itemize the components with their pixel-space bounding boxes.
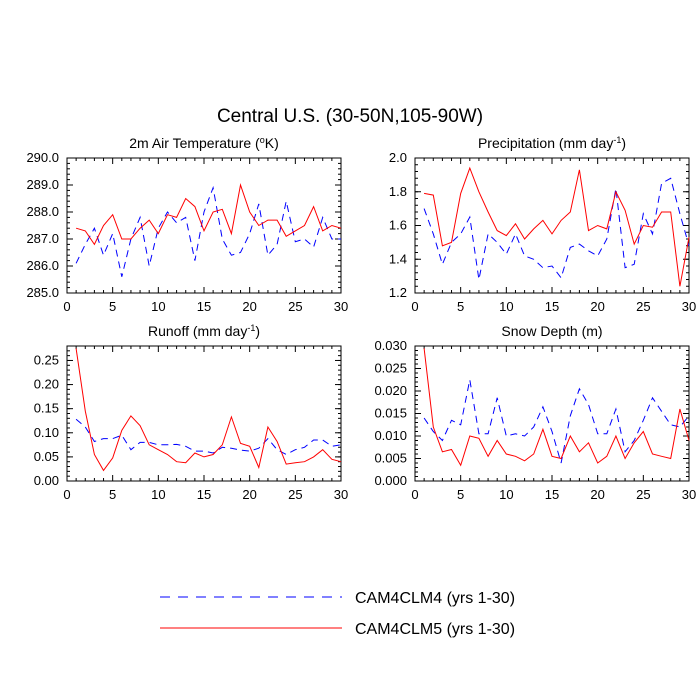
y-tick-label: 1.6 — [389, 218, 407, 233]
x-tick-label: 5 — [109, 299, 116, 314]
y-tick-label: 0.025 — [374, 361, 407, 376]
series-line-cam4clm4 — [75, 418, 342, 456]
y-tick-label: 0.020 — [374, 383, 407, 398]
x-tick-label: 10 — [499, 299, 513, 314]
legend-label-cam4clm4: CAM4CLM4 (yrs 1-30) — [355, 590, 515, 607]
y-tick-label: 1.8 — [389, 184, 407, 199]
y-tick-label: 1.4 — [389, 251, 407, 266]
x-tick-label: 25 — [288, 487, 302, 502]
y-tick-label: 0.10 — [34, 425, 59, 440]
x-tick-label: 30 — [334, 299, 348, 314]
y-tick-label: 0.05 — [34, 449, 59, 464]
y-tick-label: 0.00 — [34, 473, 59, 488]
x-tick-label: 15 — [545, 299, 559, 314]
x-tick-label: 30 — [334, 487, 348, 502]
x-tick-label: 25 — [636, 299, 650, 314]
chart-runoff: Runoff (mm day-1) 0 5 10 15 20 25 30 0.00 0.05 0.1… — [34, 323, 349, 502]
x-tick-label: 15 — [197, 299, 211, 314]
chart-title: Runoff (mm day-1) — [148, 323, 260, 339]
plot-frame — [414, 157, 690, 294]
series-line-cam4clm5 — [424, 166, 690, 287]
y-tick-label: 287.0 — [26, 231, 59, 246]
legend-label-cam4clm5: CAM4CLM5 (yrs 1-30) — [355, 621, 515, 638]
plot-frame — [66, 345, 342, 482]
chart-temperature: 2m Air Temperature (oK) 0 5 10 15 20 25 30 285.0… — [26, 135, 348, 314]
series-line-cam4clm5 — [75, 183, 342, 246]
x-tick-label: 25 — [288, 299, 302, 314]
y-tick-label: 0.25 — [34, 352, 59, 367]
x-tick-label: 20 — [590, 487, 604, 502]
y-tick-label: 285.0 — [26, 285, 59, 300]
y-tick-label: 288.0 — [26, 204, 59, 219]
chart-title: Snow Depth (m) — [501, 323, 602, 339]
y-tick-label: 1.2 — [389, 285, 407, 300]
x-tick-label: 25 — [636, 487, 650, 502]
series-line-cam4clm4 — [423, 379, 690, 464]
y-tick-label: 2.0 — [389, 150, 407, 165]
y-tick-label: 0.005 — [374, 451, 407, 466]
x-tick-label: 30 — [682, 487, 696, 502]
y-tick-label: 0.010 — [374, 428, 407, 443]
x-tick-label: 5 — [457, 487, 464, 502]
series-line-cam4clm4 — [423, 177, 690, 280]
x-tick-label: 15 — [197, 487, 211, 502]
chart-title: 2m Air Temperature (oK) — [129, 135, 278, 151]
legend: CAM4CLM4 (yrs 1-30) CAM4CLM5 (yrs 1-30) — [160, 590, 515, 638]
x-tick-label: 10 — [151, 487, 165, 502]
x-tick-label: 30 — [682, 299, 696, 314]
x-tick-label: 15 — [545, 487, 559, 502]
chart-panels: 2m Air Temperature (oK) 0 5 10 15 20 25 30 285.0… — [26, 135, 696, 502]
series-line-cam4clm4 — [75, 185, 341, 277]
series-line-cam4clm5 — [423, 348, 690, 467]
y-tick-label: 0.030 — [374, 338, 407, 353]
y-tick-label: 0.15 — [34, 401, 59, 416]
plot-frame — [414, 345, 690, 482]
figure-title: Central U.S. (30-50N,105-90W) — [217, 106, 483, 127]
chart-snow-depth: Snow Depth (m) 0 5 10 15 20 25 30 0.000 0.005 0.01… — [374, 323, 696, 502]
y-tick-label: 0.20 — [34, 377, 59, 392]
y-tick-label: 0.015 — [374, 406, 407, 421]
x-tick-label: 10 — [499, 487, 513, 502]
x-tick-label: 0 — [63, 487, 70, 502]
y-tick-label: 289.0 — [26, 177, 59, 192]
x-tick-label: 5 — [457, 299, 464, 314]
x-tick-label: 20 — [242, 299, 256, 314]
x-tick-label: 0 — [63, 299, 70, 314]
plot-frame — [66, 157, 342, 294]
x-tick-label: 20 — [590, 299, 604, 314]
y-tick-label: 0.000 — [374, 473, 407, 488]
y-tick-label: 290.0 — [26, 150, 59, 165]
series-line-cam4clm5 — [75, 348, 342, 472]
chart-title: Precipitation (mm day-1) — [478, 135, 626, 151]
x-tick-label: 0 — [411, 487, 418, 502]
x-tick-label: 20 — [242, 487, 256, 502]
y-tick-label: 286.0 — [26, 258, 59, 273]
x-tick-label: 5 — [109, 487, 116, 502]
chart-precipitation: Precipitation (mm day-1) 0 5 10 15 20 25 30 1.2 1… — [389, 135, 696, 314]
legend-item-cam4clm5: CAM4CLM5 (yrs 1-30) — [160, 621, 515, 638]
x-tick-label: 10 — [151, 299, 165, 314]
x-tick-label: 0 — [411, 299, 418, 314]
legend-item-cam4clm4: CAM4CLM4 (yrs 1-30) — [160, 590, 515, 607]
